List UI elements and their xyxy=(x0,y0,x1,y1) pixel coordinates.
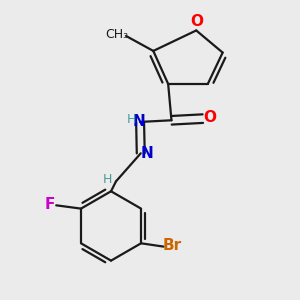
Text: H: H xyxy=(103,173,112,186)
Text: N: N xyxy=(140,146,153,161)
Text: O: O xyxy=(204,110,217,125)
Text: CH₃: CH₃ xyxy=(105,28,128,41)
Text: H: H xyxy=(127,113,136,126)
Text: Br: Br xyxy=(163,238,182,253)
Text: O: O xyxy=(190,14,203,29)
Text: N: N xyxy=(133,114,146,129)
Text: F: F xyxy=(44,197,55,212)
